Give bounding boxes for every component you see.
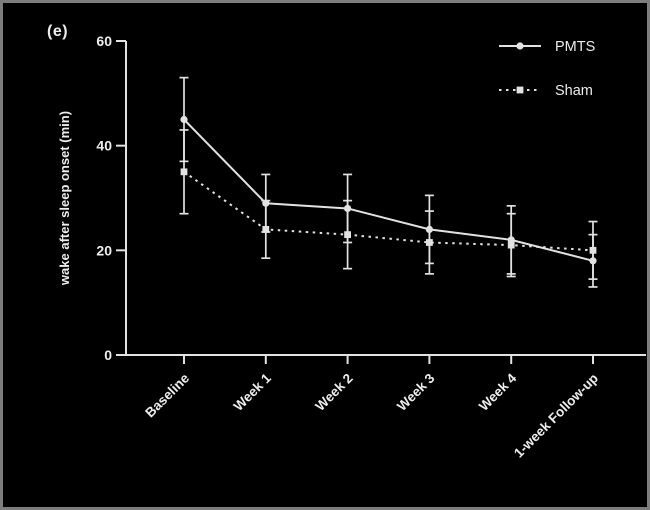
marker-circle (589, 257, 597, 265)
x-tick-label: Week 3 (394, 370, 438, 414)
marker-circle (344, 204, 352, 213)
y-axis-title: wake after sleep onset (min) (57, 111, 72, 286)
marker-square (344, 231, 351, 239)
legend-marker-square (516, 86, 524, 94)
x-tick-label: Week 4 (476, 370, 520, 414)
marker-square (262, 226, 270, 233)
marker-square (507, 241, 515, 249)
panel-label: (e) (47, 23, 69, 40)
marker-circle (262, 199, 270, 207)
marker-circle (425, 225, 433, 233)
legend-label: PMTS (555, 39, 595, 55)
legend: PMTS Sham (499, 39, 595, 99)
x-tick-label: 1-week Follow-up (511, 371, 601, 461)
marker-circle (180, 115, 188, 124)
marker-square (180, 168, 188, 176)
series-line-pmts (183, 118, 594, 262)
x-tick-label: Week 2 (312, 371, 355, 414)
y-tick-label: 0 (104, 347, 112, 363)
x-tick-label: Baseline (142, 370, 192, 420)
legend-label: Sham (555, 83, 593, 99)
series-sham (180, 168, 597, 254)
x-tick-label: Week 1 (231, 370, 275, 414)
marker-square (426, 239, 433, 246)
marker-square (589, 246, 597, 254)
series-pmts (180, 115, 597, 265)
y-tick-label: 60 (96, 33, 112, 49)
y-tick-label: 40 (96, 138, 112, 154)
legend-item-sham: Sham (499, 83, 593, 99)
legend-marker-circle (516, 42, 524, 50)
error-bars (179, 76, 598, 288)
y-tick-label: 20 (96, 242, 112, 258)
marker-circle (507, 236, 515, 244)
legend-item-pmts: PMTS (499, 39, 595, 55)
wake-after-sleep-onset-line-chart: 0 20 40 60 Baseline Week 1 Week 2 Week 3 Week 41… (57, 33, 646, 461)
